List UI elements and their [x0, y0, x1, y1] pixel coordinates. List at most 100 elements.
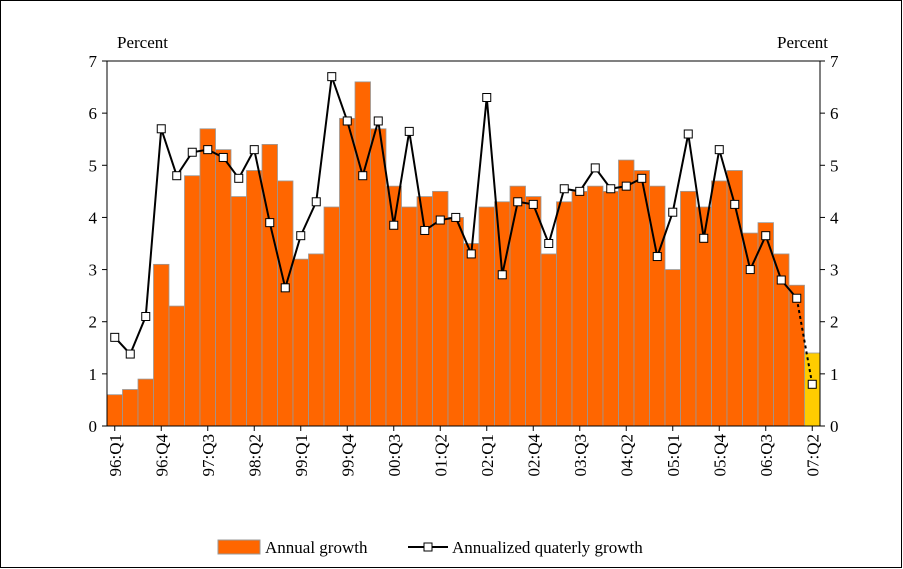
- y-tick-label: 7: [89, 52, 98, 71]
- y-tick-label: 6: [89, 104, 98, 123]
- line-marker: [203, 145, 213, 155]
- line-marker: [451, 212, 461, 222]
- line-marker: [714, 145, 724, 155]
- line-marker: [730, 199, 740, 209]
- line-marker: [559, 184, 569, 194]
- line-marker: [575, 186, 585, 196]
- line-marker: [513, 197, 523, 207]
- bar: [354, 81, 371, 427]
- bar: [292, 258, 309, 427]
- x-tick-label: 03:Q3: [571, 434, 590, 477]
- bar: [168, 305, 185, 427]
- line-marker: [156, 124, 166, 134]
- line-marker: [172, 171, 182, 181]
- x-tick-label: 05:Q4: [710, 434, 729, 477]
- bar: [788, 284, 805, 427]
- x-tick-label: 05:Q1: [664, 434, 683, 477]
- line-marker: [745, 265, 755, 275]
- bar: [106, 394, 123, 427]
- bar: [401, 206, 418, 427]
- line-marker: [187, 147, 197, 157]
- line-marker: [373, 116, 383, 126]
- y-tick-label: 0: [89, 417, 98, 436]
- legend-label: Annualized quaterly growth: [452, 538, 643, 557]
- line-marker: [792, 293, 802, 303]
- line-marker: [389, 220, 399, 230]
- bar: [184, 175, 201, 427]
- line-marker: [125, 349, 135, 359]
- line-marker: [466, 249, 476, 259]
- x-tick-label: 99:Q1: [292, 434, 311, 477]
- x-tick-label: 02:Q1: [478, 434, 497, 477]
- bar: [571, 190, 588, 427]
- y2-tick-label: 0: [830, 417, 839, 436]
- y-tick-label: 1: [89, 365, 98, 384]
- bar: [230, 196, 247, 427]
- bar: [587, 185, 604, 427]
- line-marker: [637, 173, 647, 183]
- line-marker: [621, 181, 631, 191]
- y2-tick-label: 6: [830, 104, 839, 123]
- bar: [432, 190, 449, 427]
- bar: [680, 190, 697, 427]
- line-marker: [590, 163, 600, 173]
- bar: [742, 232, 759, 427]
- bar: [137, 378, 154, 427]
- y-tick-label: 5: [89, 156, 98, 175]
- y2-tick-label: 3: [830, 261, 839, 280]
- line-marker: [280, 283, 290, 293]
- line-marker: [544, 239, 554, 248]
- line-marker: [327, 72, 337, 82]
- y2-tick-label: 7: [830, 52, 839, 71]
- bar: [308, 253, 325, 427]
- line-marker: [497, 270, 507, 280]
- x-tick-label: 96:Q1: [106, 434, 125, 477]
- line-projection: [795, 298, 814, 385]
- x-tick-label: 97:Q3: [199, 434, 218, 477]
- x-tick-label: 96:Q4: [152, 434, 171, 477]
- y2-tick-label: 2: [830, 313, 839, 332]
- bar: [447, 217, 464, 427]
- bar: [509, 185, 526, 427]
- bar: [649, 185, 666, 427]
- line-marker: [311, 197, 321, 207]
- bar: [199, 128, 216, 427]
- line-marker: [342, 116, 352, 126]
- bar: [261, 144, 278, 427]
- y-tick-label: 4: [89, 208, 98, 227]
- bar: [323, 206, 340, 427]
- bar: [618, 159, 635, 427]
- bar: [525, 196, 542, 427]
- legend-label: Annual growth: [265, 538, 368, 557]
- line-marker: [420, 225, 430, 235]
- line-marker: [249, 145, 259, 155]
- x-tick-label: 01:Q2: [431, 434, 450, 477]
- line-marker: [234, 173, 244, 183]
- line-marker: [652, 252, 662, 262]
- x-tick-label: 06:Q3: [757, 434, 776, 477]
- bar: [804, 352, 821, 427]
- line-marker: [668, 207, 678, 217]
- x-tick-label: 07:Q2: [803, 434, 822, 477]
- bar: [478, 206, 495, 427]
- bar: [370, 128, 387, 427]
- bar: [215, 149, 232, 427]
- line-marker: [141, 312, 151, 321]
- y2-axis-label: Percent: [777, 33, 828, 52]
- y-tick-label: 3: [89, 261, 98, 280]
- bar: [277, 180, 294, 427]
- line-marker: [606, 184, 616, 194]
- line-marker: [776, 275, 786, 285]
- bar: [463, 243, 480, 427]
- line-marker: [296, 231, 306, 241]
- line-marker: [218, 152, 228, 162]
- line-marker: [435, 215, 445, 225]
- line-marker: [807, 379, 817, 389]
- legend-marker: [423, 542, 433, 552]
- bar: [711, 180, 728, 427]
- line-marker: [761, 231, 771, 241]
- line-marker: [404, 126, 414, 136]
- bar: [556, 201, 573, 427]
- y2-tick-label: 4: [830, 208, 839, 227]
